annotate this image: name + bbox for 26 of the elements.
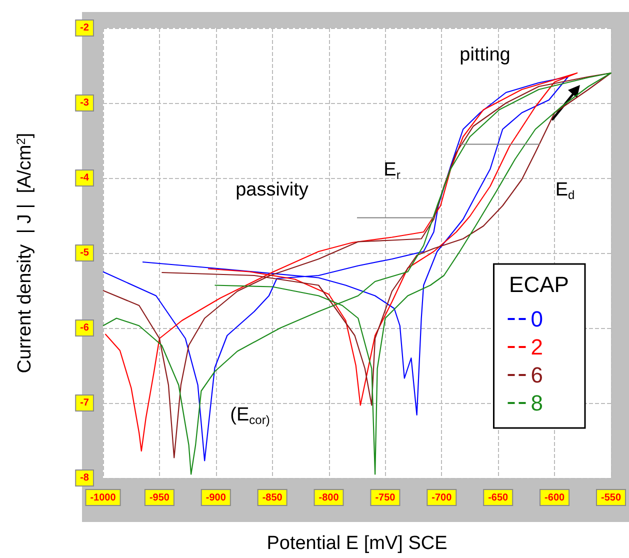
annotation: pitting [460, 44, 510, 66]
legend-title: ECAP [509, 272, 569, 297]
x-tick-label: -650 [488, 492, 509, 504]
y-axis-title: Current density | J | [A/cm2] [14, 132, 36, 374]
x-axis-title: Potential E [mV] SCE [266, 533, 448, 554]
x-tick-label: -950 [149, 492, 170, 504]
annotation: passivity [236, 180, 309, 200]
x-tick-label: -600 [544, 492, 565, 504]
x-tick-label: -750 [375, 492, 396, 504]
legend-label: 0 [530, 306, 544, 332]
x-tick-label: -800 [318, 492, 340, 504]
x-tick-label: -700 [432, 492, 452, 504]
y-tick-label: -6 [80, 322, 90, 334]
x-tick-label: -900 [206, 492, 226, 504]
legend-label: 8 [530, 390, 544, 416]
y-tick-label: -8 [80, 472, 90, 484]
y-tick-label: -3 [80, 98, 90, 108]
y-tick-label: -7 [80, 398, 90, 408]
y-tick-label: -2 [80, 22, 90, 34]
legend-label: 2 [530, 334, 544, 360]
x-tick-label: -850 [262, 492, 283, 504]
y-tick-label: -4 [80, 172, 90, 184]
x-tick-label: -1000 [90, 492, 116, 504]
legend-label: 6 [530, 362, 544, 388]
x-tick-label: -550 [600, 492, 622, 504]
y-tick-label: -5 [80, 248, 90, 258]
